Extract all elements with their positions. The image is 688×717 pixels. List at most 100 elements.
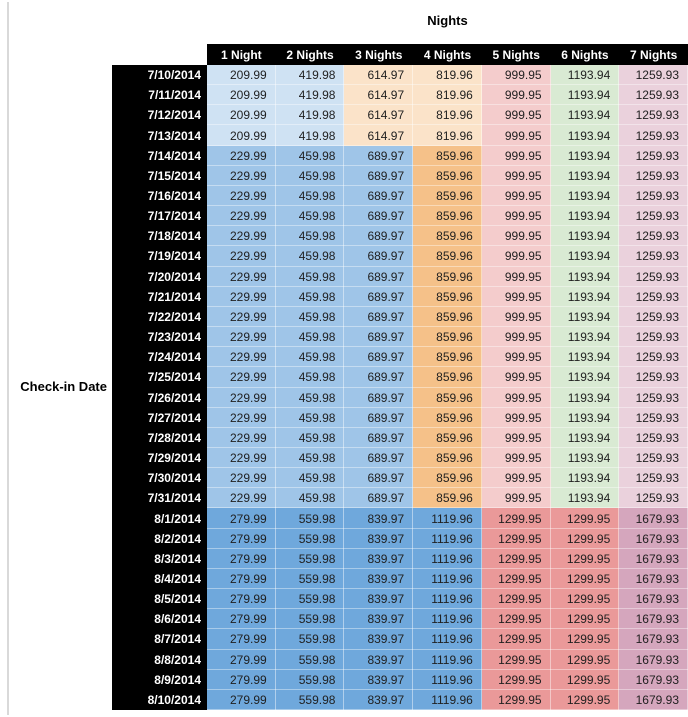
price-cell: 1259.93 bbox=[619, 266, 688, 287]
price-cell: 999.95 bbox=[481, 306, 551, 328]
date-cell: 7/19/2014 bbox=[112, 246, 207, 267]
date-cell: 7/31/2014 bbox=[112, 488, 207, 509]
price-cell: 999.95 bbox=[481, 206, 551, 227]
price-cell: 689.97 bbox=[344, 306, 414, 328]
price-cell: 1299.95 bbox=[481, 548, 551, 569]
price-cell: 559.98 bbox=[275, 548, 345, 569]
date-cell: 7/10/2014 bbox=[112, 65, 207, 86]
price-cell: 1119.96 bbox=[413, 528, 482, 549]
price-cell: 1193.94 bbox=[550, 286, 620, 307]
price-cell: 1193.94 bbox=[550, 266, 620, 287]
price-cell: 1299.95 bbox=[550, 568, 620, 590]
price-cell: 1259.93 bbox=[619, 85, 688, 106]
price-cell: 839.97 bbox=[344, 548, 414, 569]
price-cell: 279.99 bbox=[207, 568, 276, 590]
price-cell: 1193.94 bbox=[550, 488, 620, 509]
price-cell: 1259.93 bbox=[619, 468, 688, 489]
price-cell: 229.99 bbox=[207, 185, 276, 207]
price-cell: 229.99 bbox=[207, 387, 276, 408]
price-cell: 999.95 bbox=[481, 387, 551, 408]
price-cell: 279.99 bbox=[207, 508, 276, 529]
price-cell: 279.99 bbox=[207, 629, 276, 650]
date-cell: 7/20/2014 bbox=[112, 266, 207, 287]
price-cell: 459.98 bbox=[275, 145, 345, 166]
price-cell: 1679.93 bbox=[619, 669, 688, 690]
price-cell: 1193.94 bbox=[550, 65, 620, 86]
price-cell: 689.97 bbox=[344, 347, 414, 368]
date-cell: 8/7/2014 bbox=[112, 629, 207, 650]
price-cell: 459.98 bbox=[275, 206, 345, 227]
price-cell: 1119.96 bbox=[413, 689, 482, 710]
price-cell: 559.98 bbox=[275, 629, 345, 650]
column-header-2-nights: 2 Nights bbox=[275, 44, 345, 65]
price-cell: 819.96 bbox=[413, 125, 482, 146]
price-cell: 1119.96 bbox=[413, 649, 482, 670]
date-cell: 8/9/2014 bbox=[112, 669, 207, 690]
price-cell: 559.98 bbox=[275, 528, 345, 549]
price-cell: 999.95 bbox=[481, 226, 551, 247]
price-cell: 1193.94 bbox=[550, 407, 620, 428]
date-cell: 7/27/2014 bbox=[112, 407, 207, 428]
price-cell: 1299.95 bbox=[481, 609, 551, 630]
price-cell: 1259.93 bbox=[619, 327, 688, 348]
price-cell: 859.96 bbox=[413, 367, 482, 388]
price-cell: 1679.93 bbox=[619, 568, 688, 590]
date-cell: 8/3/2014 bbox=[112, 548, 207, 569]
price-cell: 419.98 bbox=[275, 125, 345, 146]
price-cell: 559.98 bbox=[275, 689, 345, 710]
price-cell: 1299.95 bbox=[550, 649, 620, 670]
price-cell: 999.95 bbox=[481, 105, 551, 126]
price-cell: 1259.93 bbox=[619, 165, 688, 186]
price-cell: 839.97 bbox=[344, 609, 414, 630]
date-cell: 7/15/2014 bbox=[112, 165, 207, 186]
price-cell: 1193.94 bbox=[550, 327, 620, 348]
price-cell: 1299.95 bbox=[481, 669, 551, 690]
price-cell: 229.99 bbox=[207, 145, 276, 166]
price-cell: 229.99 bbox=[207, 447, 276, 469]
price-cell: 839.97 bbox=[344, 508, 414, 529]
column-header-1-nights: 1 Night bbox=[207, 44, 276, 65]
price-cell: 839.97 bbox=[344, 589, 414, 610]
price-cell: 859.96 bbox=[413, 306, 482, 328]
price-cell: 459.98 bbox=[275, 306, 345, 328]
price-cell: 459.98 bbox=[275, 447, 345, 469]
price-cell: 209.99 bbox=[207, 125, 276, 146]
column-header-3-nights: 3 Nights bbox=[344, 44, 414, 65]
price-cell: 1193.94 bbox=[550, 85, 620, 106]
price-cell: 839.97 bbox=[344, 629, 414, 650]
price-cell: 999.95 bbox=[481, 85, 551, 106]
price-cell: 229.99 bbox=[207, 427, 276, 448]
price-cell: 1193.94 bbox=[550, 105, 620, 126]
price-cell: 1193.94 bbox=[550, 347, 620, 368]
price-cell: 859.96 bbox=[413, 407, 482, 428]
price-cell: 999.95 bbox=[481, 468, 551, 489]
price-cell: 1679.93 bbox=[619, 689, 688, 710]
price-cell: 839.97 bbox=[344, 689, 414, 710]
price-cell: 1299.95 bbox=[481, 629, 551, 650]
price-cell: 1259.93 bbox=[619, 145, 688, 166]
price-cell: 229.99 bbox=[207, 347, 276, 368]
price-cell: 459.98 bbox=[275, 488, 345, 509]
price-cell: 1299.95 bbox=[550, 548, 620, 569]
price-cell: 1299.95 bbox=[481, 649, 551, 670]
price-cell: 999.95 bbox=[481, 286, 551, 307]
checkin-date-axis-label: Check-in Date bbox=[20, 379, 107, 394]
pricing-table: 1 Night 2 Nights 3 Nights 4 Nights 5 Nights 6… bbox=[112, 44, 688, 710]
price-cell: 459.98 bbox=[275, 246, 345, 267]
price-cell: 209.99 bbox=[207, 65, 276, 86]
price-cell: 459.98 bbox=[275, 327, 345, 348]
price-cell: 229.99 bbox=[207, 286, 276, 307]
price-cell: 1193.94 bbox=[550, 185, 620, 207]
price-cell: 209.99 bbox=[207, 105, 276, 126]
price-cell: 1193.94 bbox=[550, 145, 620, 166]
price-cell: 1259.93 bbox=[619, 306, 688, 328]
price-cell: 459.98 bbox=[275, 468, 345, 489]
price-cell: 559.98 bbox=[275, 568, 345, 590]
price-cell: 1193.94 bbox=[550, 246, 620, 267]
price-cell: 279.99 bbox=[207, 649, 276, 670]
price-cell: 1193.94 bbox=[550, 125, 620, 146]
price-cell: 1259.93 bbox=[619, 447, 688, 469]
column-header-7-nights: 7 Nights bbox=[619, 44, 688, 65]
price-cell: 689.97 bbox=[344, 206, 414, 227]
price-cell: 1193.94 bbox=[550, 447, 620, 469]
